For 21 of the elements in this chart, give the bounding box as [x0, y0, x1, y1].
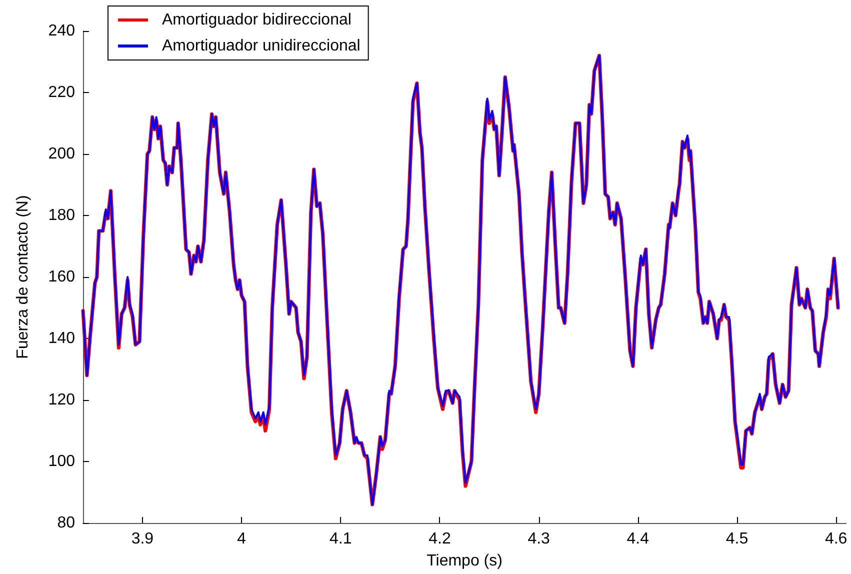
x-tick-label: 4.3 — [528, 530, 550, 548]
y-tick-label: 240 — [48, 22, 76, 40]
x-tick-label: 4.4 — [626, 530, 650, 548]
x-tick-label: 4.2 — [428, 530, 451, 548]
y-tick-label: 160 — [48, 268, 76, 286]
y-tick-label: 220 — [48, 84, 76, 101]
legend-label: Amortiguador bidireccional — [162, 12, 352, 28]
legend-label: Amortiguador unidireccional — [162, 38, 360, 54]
y-tick-label: 180 — [48, 207, 76, 224]
x-axis-title: Tiempo (s) — [426, 552, 502, 570]
x-tick-label: 4.5 — [726, 530, 748, 548]
x-tick-label: 4 — [237, 530, 246, 548]
x-tick-label: 4.1 — [330, 530, 352, 548]
y-tick-label: 100 — [48, 453, 76, 470]
y-tick-label: 120 — [48, 392, 76, 408]
y-tick-label: 80 — [57, 514, 76, 532]
x-tick-label: 3.9 — [131, 530, 154, 548]
y-axis-title: Fuerza de contacto (N) — [14, 195, 32, 359]
y-tick-label: 140 — [48, 330, 76, 347]
y-tick-label: 200 — [48, 146, 76, 162]
x-tick-label: 4.6 — [824, 530, 848, 548]
